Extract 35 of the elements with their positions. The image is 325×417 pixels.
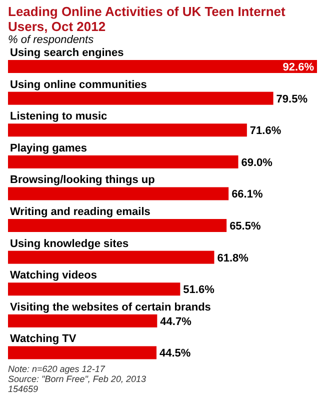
y-tick-label: Visiting the websites of certain brands [10,301,211,314]
text: 154659 [8,384,40,394]
data-label: 44.7% [160,316,192,328]
data-label: 51.6% [183,284,215,296]
bar [8,219,227,232]
bar [8,346,156,360]
bar [8,282,180,296]
text: Note: n=620 ages 12-17 [8,364,106,374]
y-tick-label: Browsing/looking things up [10,174,156,186]
chart-title: Leading Online Activities of UK Teen Internet Users, Oct 2012 [8,4,286,34]
data-label: 69.0% [241,156,273,169]
data-label: 44.5% [159,348,191,360]
chart-subtitle: % of respondents [8,34,95,46]
data-label: 65.5% [230,220,261,232]
data-label: 92.6% [282,62,314,74]
y-tick-label: Watching videos [10,270,97,282]
y-tick-label: Using online communities [10,78,147,91]
bar [8,124,247,137]
bar [8,314,158,328]
bar [8,60,317,73]
data-label: 71.6% [250,125,282,138]
bar [8,155,238,168]
source-note: Source: "Born Free", Feb 20, 2013 [8,374,147,384]
y-tick-label: Listening to music [10,110,108,123]
bar [8,92,274,105]
bar [8,187,229,200]
bar [8,250,214,264]
data-label: 61.8% [217,252,249,264]
y-tick-label: Using search engines [10,47,124,59]
data-label: 66.1% [232,188,263,201]
y-tick-label: Writing and reading emails [10,206,150,218]
data-label: 79.5% [276,93,308,106]
y-tick-label: Using knowledge sites [10,238,129,250]
y-tick-label: Watching TV [10,333,77,346]
y-tick-label: Playing games [10,142,88,154]
